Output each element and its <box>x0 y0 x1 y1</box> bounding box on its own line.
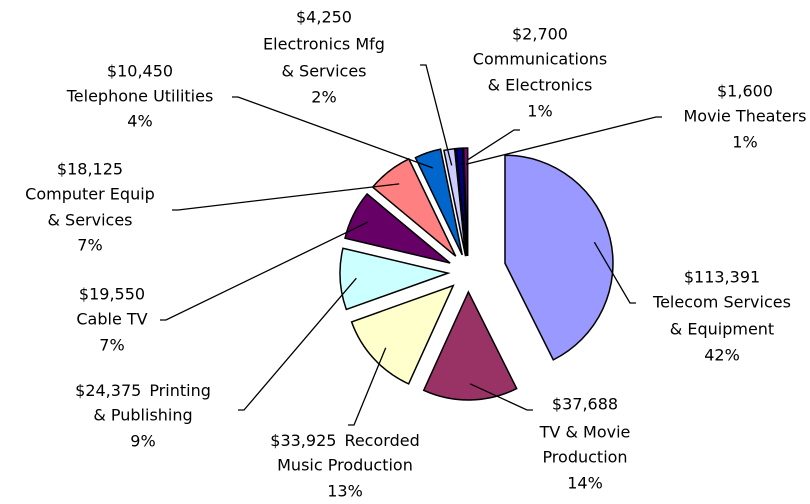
category-label: Movie Theaters <box>683 107 806 126</box>
leader-line <box>172 183 400 211</box>
leader-line <box>465 116 662 165</box>
category-label: & Equipment <box>670 320 774 339</box>
pie-slice <box>422 290 518 401</box>
category-label: Telephone Utilities <box>66 87 214 106</box>
value-label: $2,700 <box>512 25 568 44</box>
category-label: & Services <box>281 62 366 81</box>
pie-slice <box>462 147 469 257</box>
pie-slice <box>344 192 451 264</box>
category-label: Computer Equip <box>25 185 155 204</box>
value-label: $18,125 <box>57 160 123 179</box>
leader-line <box>348 347 387 426</box>
category-label: Electronics Mfg <box>263 35 385 54</box>
percent-label: 13% <box>327 482 363 501</box>
category-label: Communications <box>473 50 607 69</box>
percent-label: 1% <box>732 133 757 152</box>
category-label: Production <box>542 448 627 467</box>
leader-line <box>469 383 533 411</box>
value-label: $10,450 <box>107 62 173 81</box>
percent-label: 9% <box>130 432 155 451</box>
value-label: $113,391 <box>684 268 760 287</box>
slice-label: $24,375 Printing <box>75 381 211 400</box>
category-label: Printing <box>149 381 211 400</box>
leader-line <box>420 64 453 166</box>
category-label: & Electronics <box>488 76 593 95</box>
pie-slice <box>414 148 463 256</box>
leader-line <box>238 277 357 411</box>
leader-line <box>460 129 520 166</box>
value-label: $33,925 <box>270 431 336 450</box>
leader-line <box>160 221 369 321</box>
pie-slice <box>350 284 455 385</box>
percent-label: 7% <box>77 236 102 255</box>
percent-label: 2% <box>311 88 336 107</box>
leader-line <box>593 241 636 304</box>
percent-label: 1% <box>527 102 552 121</box>
slice-label: $33,925 Recorded <box>270 431 419 450</box>
category-label: TV & Movie <box>539 423 631 442</box>
category-label: Telecom Services <box>652 293 791 312</box>
pie-slice <box>455 147 468 257</box>
value-label: $19,550 <box>79 285 145 304</box>
leader-line <box>232 96 434 169</box>
pie-slice <box>339 247 451 311</box>
pie-slice <box>443 147 467 257</box>
pie-slice <box>504 154 614 361</box>
value-label: $24,375 <box>75 381 141 400</box>
value-label: $1,600 <box>717 82 773 101</box>
value-label: $4,250 <box>296 8 352 27</box>
percent-label: 7% <box>99 336 124 355</box>
category-label: & Services <box>47 211 132 230</box>
category-label: Cable TV <box>76 310 147 329</box>
category-label: Music Production <box>277 456 413 475</box>
percent-label: 42% <box>704 346 740 365</box>
value-label: $37,688 <box>552 395 618 414</box>
percent-label: 4% <box>127 112 152 131</box>
category-label: Recorded <box>344 431 419 450</box>
category-label: & Publishing <box>93 406 192 425</box>
percent-label: 14% <box>567 474 603 493</box>
